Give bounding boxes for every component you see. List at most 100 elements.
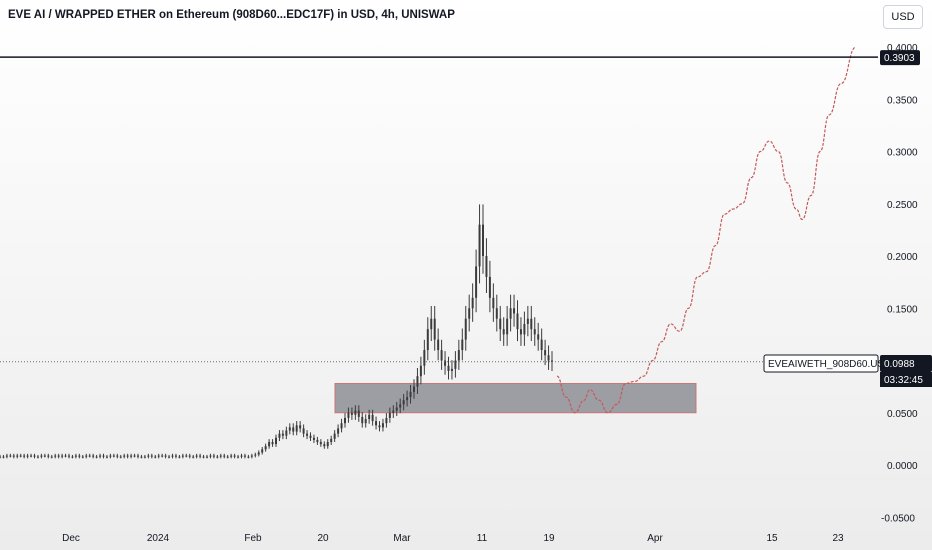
candle-body xyxy=(157,455,160,457)
candle-body xyxy=(309,435,312,438)
candle-body xyxy=(33,455,36,457)
candle-body xyxy=(16,455,19,457)
candle-body xyxy=(423,350,426,366)
candle-body xyxy=(378,425,381,428)
projection-path[interactable] xyxy=(556,46,857,414)
last-price-tag: 0.0988 03:32:45 xyxy=(880,355,932,387)
support-zone[interactable] xyxy=(334,382,697,414)
candle-body xyxy=(219,455,222,457)
candle-body xyxy=(547,355,550,361)
candle-body xyxy=(137,455,139,457)
x-tick-label: 2024 xyxy=(147,533,170,544)
candle-body xyxy=(454,360,457,369)
candle-body xyxy=(19,455,22,457)
y-tick-label: 0.1500 xyxy=(887,304,918,315)
candle-body xyxy=(109,455,112,457)
candle-body xyxy=(164,455,167,457)
candle-body xyxy=(375,421,378,426)
candle-body xyxy=(161,455,164,457)
candle-body xyxy=(243,455,246,457)
candle-body xyxy=(133,455,136,457)
candle-body xyxy=(475,266,478,298)
candle-body xyxy=(426,329,429,351)
candle-body xyxy=(409,391,412,398)
candle-body xyxy=(43,455,46,457)
candle-body xyxy=(185,455,188,457)
candle-body xyxy=(271,442,274,445)
candle-body xyxy=(347,412,350,418)
candle-body xyxy=(461,339,464,351)
candle-body xyxy=(216,456,219,458)
candle-body xyxy=(54,455,57,457)
candle-body xyxy=(130,455,133,457)
candle-body xyxy=(419,365,422,377)
candle-body xyxy=(230,455,233,457)
candle-body xyxy=(68,455,70,457)
candle-body xyxy=(2,456,5,458)
candle-body xyxy=(74,455,77,457)
candle-body xyxy=(482,224,484,256)
candle-body xyxy=(537,334,540,340)
candle-body xyxy=(444,360,447,366)
candle-body xyxy=(395,407,398,411)
candle-body xyxy=(361,416,364,424)
candle-body xyxy=(195,455,198,457)
candle-body xyxy=(312,437,315,440)
symbol-label: EVEAIWETH_908D60.USD xyxy=(768,359,891,370)
candle-body xyxy=(126,455,129,457)
x-tick-label: 20 xyxy=(317,533,329,544)
candle-body xyxy=(199,455,202,457)
y-tick-label: 0.4000 xyxy=(887,43,918,54)
candle-body xyxy=(240,455,243,457)
candle-body xyxy=(261,449,264,453)
candle-body xyxy=(495,308,498,319)
candle-body xyxy=(257,452,260,455)
candle-body xyxy=(102,455,105,457)
currency-button[interactable]: USD xyxy=(883,5,923,29)
candle-body xyxy=(523,323,526,335)
candle-body xyxy=(519,329,522,335)
candle-body xyxy=(5,455,8,457)
candle-body xyxy=(226,456,229,458)
time-axis[interactable]: Dec 2024 Feb 20 Mar 11 19 Apr 15 23 xyxy=(62,533,844,544)
candle-body xyxy=(192,456,195,458)
x-tick-label: 15 xyxy=(766,533,778,544)
candle-body xyxy=(174,455,177,457)
candle-body xyxy=(64,455,67,457)
candle-body xyxy=(368,414,371,420)
candle-body xyxy=(264,446,267,450)
y-tick-label: 0.3500 xyxy=(887,95,918,106)
candle-body xyxy=(57,455,60,457)
candle-body xyxy=(471,297,474,309)
candle-body xyxy=(202,456,205,458)
candle-body xyxy=(188,455,191,457)
y-tick-label: 0.2000 xyxy=(887,252,918,263)
candle-body xyxy=(330,438,333,443)
candle-body xyxy=(154,456,157,458)
candle-body xyxy=(488,276,491,298)
x-tick-label: Mar xyxy=(393,533,411,544)
candle-body xyxy=(116,455,119,457)
candle-body xyxy=(92,455,95,457)
x-tick-label: Dec xyxy=(62,533,80,544)
price-axis[interactable]: 0.4000 0.3500 0.3000 0.2500 0.2000 0.1500 0.05… xyxy=(881,43,918,524)
candle-body xyxy=(350,412,353,415)
candle-body xyxy=(406,397,409,401)
candle-body xyxy=(209,455,212,457)
bar-countdown: 03:32:45 xyxy=(884,375,923,386)
candle-body xyxy=(306,433,309,436)
candle-body xyxy=(237,456,240,458)
candle-body xyxy=(150,455,153,457)
candle-body xyxy=(502,329,505,335)
x-tick-label: Apr xyxy=(647,533,663,544)
candle-body xyxy=(268,442,271,447)
candle-body xyxy=(530,318,533,330)
candle-body xyxy=(206,456,208,458)
candle-body xyxy=(478,224,481,267)
candle-body xyxy=(399,404,402,408)
candle-body xyxy=(299,425,302,429)
candle-body xyxy=(319,442,322,445)
candle-body xyxy=(533,329,536,335)
candle-body xyxy=(457,350,460,361)
